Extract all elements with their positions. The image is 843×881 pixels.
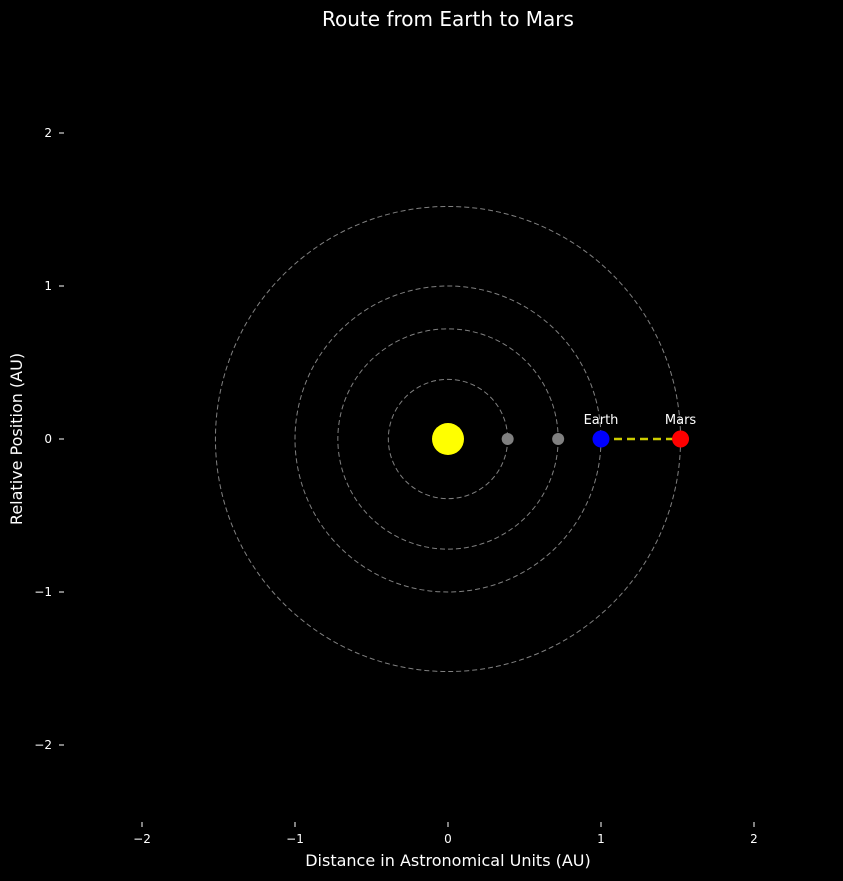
y-axis-label: Relative Position (AU) (7, 353, 26, 525)
y-tick-label: −1 (34, 585, 52, 599)
body-marker (501, 433, 514, 445)
x-tick-label: −2 (133, 832, 151, 846)
y-tick-label: 0 (44, 432, 52, 446)
body-labels: Earth Mars (584, 413, 697, 428)
body-marker (552, 433, 565, 445)
x-tick-label: −1 (286, 832, 304, 846)
x-tick-label: 1 (597, 832, 605, 846)
x-tick-label: 0 (444, 832, 452, 846)
y-axis: −2 −1 0 1 2 (34, 126, 64, 752)
x-axis-label: Distance in Astronomical Units (AU) (305, 851, 591, 870)
body-label: Earth (584, 413, 619, 428)
x-axis: −2 −1 0 1 2 (133, 822, 758, 846)
body-label: Mars (665, 413, 697, 428)
y-tick-label: 1 (44, 279, 52, 293)
y-tick-label: 2 (44, 126, 52, 140)
body-marker (592, 430, 610, 448)
body-marker (672, 430, 690, 448)
chart-title: Route from Earth to Mars (322, 7, 574, 31)
x-tick-label: 2 (750, 832, 758, 846)
body-marker (432, 423, 464, 455)
celestial-bodies (432, 423, 690, 455)
y-tick-label: −2 (34, 738, 52, 752)
